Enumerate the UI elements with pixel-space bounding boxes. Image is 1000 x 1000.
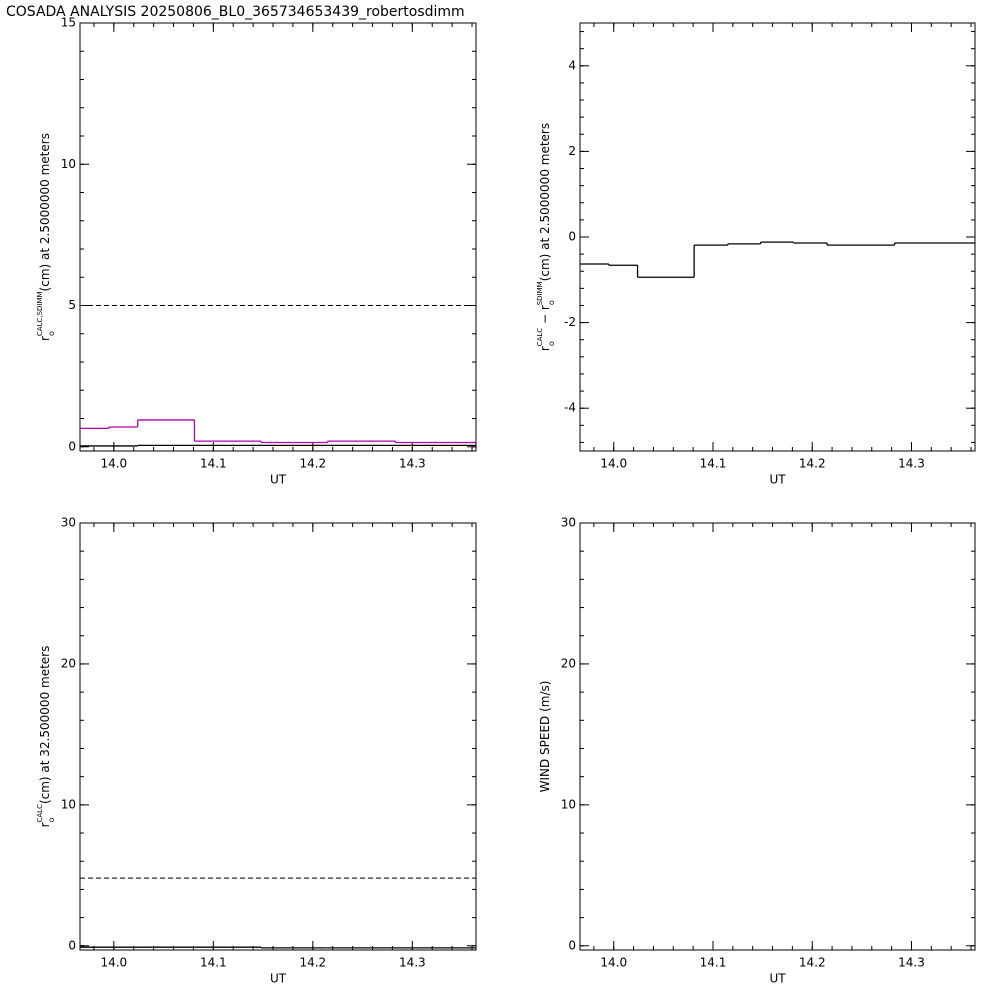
x-tick-label: 14.3 xyxy=(399,457,426,471)
y-axis-label-part: r xyxy=(538,346,552,351)
panel: 14.0 14.1 14.2 14.3 0 5 10 15 UT roCALC,SDIMM(cm)… xyxy=(36,16,477,487)
y-tick-label: 10 xyxy=(561,797,576,811)
plot-frame xyxy=(579,22,976,452)
y-tick-label: 30 xyxy=(61,516,76,530)
y-tick-label: 20 xyxy=(561,656,576,670)
y-axis-label-part: r xyxy=(38,336,52,341)
y-tick-label: 0 xyxy=(68,938,76,952)
figure-title: COSADA ANALYSIS 20250806_BL0_36573465343… xyxy=(6,4,465,20)
y-axis-label-part: (cm) at 2.5000000 meters xyxy=(38,133,52,291)
y-tick-label: 30 xyxy=(561,516,576,530)
y-tick-label: 5 xyxy=(68,298,76,312)
x-axis-label: UT xyxy=(769,473,786,487)
y-axis-label-part: o xyxy=(47,331,56,336)
y-tick-label: -4 xyxy=(564,401,576,415)
y-axis-label-part: o xyxy=(547,300,556,305)
y-tick-label: 0 xyxy=(568,230,576,244)
y-axis-label-part: (cm) at 2.5000000 meters xyxy=(538,123,552,281)
y-axis-label-part: WIND SPEED (m/s) xyxy=(538,681,552,793)
x-tick-label: 14.2 xyxy=(799,457,826,471)
x-tick-label: 14.1 xyxy=(200,956,227,970)
x-tick-label: 14.0 xyxy=(100,956,127,970)
y-axis-label-part: (cm) at 32.500000 meters xyxy=(38,646,52,804)
x-tick-label: 14.1 xyxy=(700,457,727,471)
plot-area xyxy=(80,305,476,447)
y-tick-label: 0 xyxy=(68,439,76,453)
plot-area xyxy=(80,877,476,949)
y-axis-label-part: o xyxy=(47,817,56,822)
x-tick-label: 14.0 xyxy=(600,956,627,970)
x-tick-label: 14.3 xyxy=(898,956,925,970)
panel: 14.0 14.1 14.2 14.3 0 10 20 30 UT roCALC(cm) at 3… xyxy=(36,516,477,986)
y-axis-label: WIND SPEED (m/s) xyxy=(538,681,552,793)
y-tick-label: 10 xyxy=(61,157,76,171)
x-tick-label: 14.1 xyxy=(200,457,227,471)
x-tick-label: 14.2 xyxy=(799,956,826,970)
y-tick-label: 15 xyxy=(61,16,76,30)
y-axis-label-part: o xyxy=(547,341,556,346)
y-axis-label-part: SDIMM xyxy=(536,281,544,305)
plot-area xyxy=(580,241,975,278)
y-axis-label-part: CALC xyxy=(536,328,544,347)
y-tick-label: -2 xyxy=(564,315,576,329)
y-axis-label: roCALC − roSDIMM(cm) at 2.5000000 meters xyxy=(536,123,556,351)
y-axis-label-part: − r xyxy=(538,305,552,328)
x-axis-label: UT xyxy=(270,473,287,487)
y-axis-label: roCALC,SDIMM(cm) at 2.5000000 meters xyxy=(36,133,56,341)
y-tick-label: 10 xyxy=(61,797,76,811)
y-tick-label: 2 xyxy=(568,144,576,158)
y-axis-label-part: CALC xyxy=(36,804,44,823)
y-axis-label-part: r xyxy=(38,822,52,827)
x-axis-label: UT xyxy=(769,972,786,986)
plot-frame xyxy=(79,522,477,951)
plot-frame xyxy=(79,22,477,452)
x-axis-label: UT xyxy=(270,972,287,986)
x-tick-label: 14.2 xyxy=(299,956,326,970)
x-tick-label: 14.3 xyxy=(898,457,925,471)
x-tick-label: 14.1 xyxy=(700,956,727,970)
y-tick-label: 4 xyxy=(568,58,576,72)
x-tick-label: 14.0 xyxy=(600,457,627,471)
y-tick-label: 0 xyxy=(568,938,576,952)
x-tick-label: 14.0 xyxy=(100,457,127,471)
y-axis-label-part: CALC,SDIMM xyxy=(36,291,44,336)
x-tick-label: 14.2 xyxy=(299,457,326,471)
plot-frame xyxy=(579,522,976,951)
y-axis-label: roCALC(cm) at 32.500000 meters xyxy=(36,646,56,828)
x-tick-label: 14.3 xyxy=(399,956,426,970)
panel: 14.0 14.1 14.2 14.3 0 10 20 30 UT WIND SPEED (m/s… xyxy=(538,516,976,986)
y-tick-label: 20 xyxy=(61,656,76,670)
